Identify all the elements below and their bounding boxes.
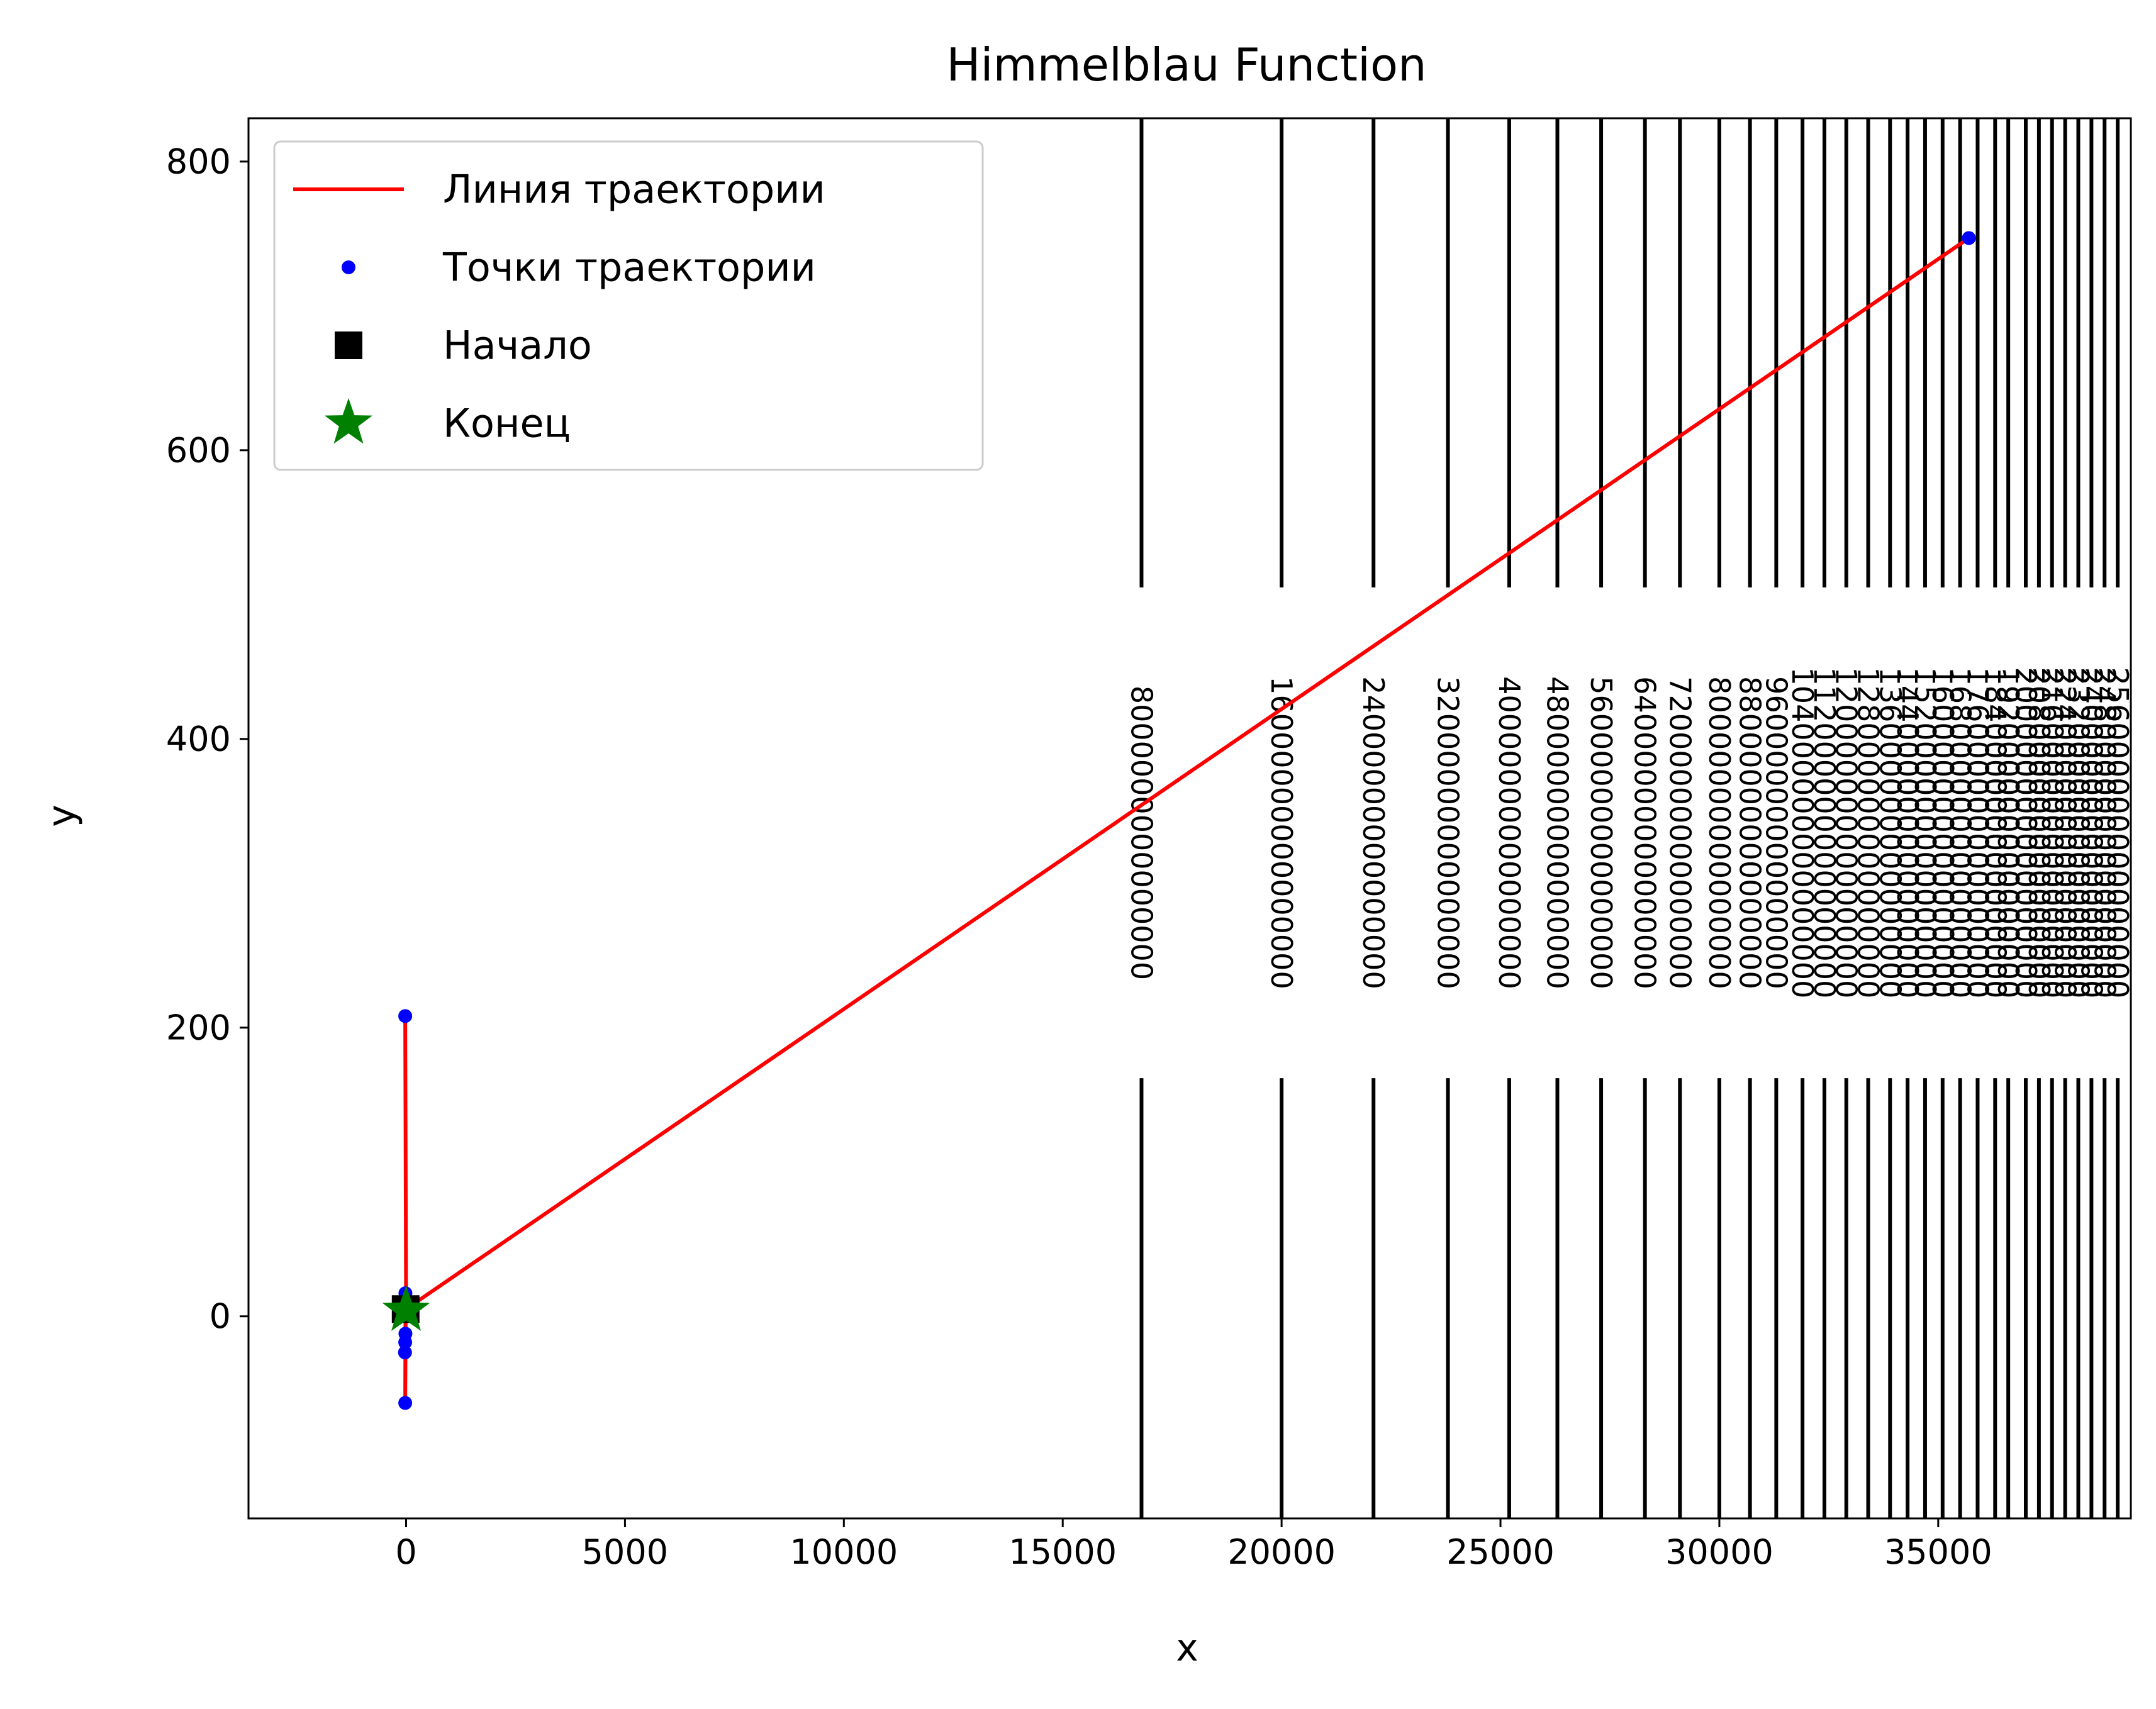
contour-label: 40000000000000000 <box>1492 676 1526 989</box>
contour-label: 120000000000000000 <box>1829 667 1863 999</box>
trajectory-point <box>398 1009 413 1023</box>
x-tick-label: 10000 <box>790 1532 898 1572</box>
legend-point-swatch <box>342 260 355 274</box>
end-marker <box>382 1285 430 1331</box>
contour-label: 88000000000000000 <box>1733 676 1767 989</box>
plot-frame <box>247 117 2132 1520</box>
y-tick-label: 800 <box>166 142 231 181</box>
contour-label: 176000000000000000 <box>1960 667 1994 999</box>
contour-label: 72000000000000000 <box>1663 676 1697 989</box>
contour-label: 224000000000000000 <box>2048 667 2082 999</box>
contour-label: 208000000000000000 <box>2022 667 2056 999</box>
contour-label: 80000000000000000 <box>1702 676 1736 989</box>
contour-label: 256000000000000000 <box>2101 667 2135 999</box>
contour-label: 64000000000000000 <box>1628 676 1662 989</box>
x-tick-label: 25000 <box>1446 1532 1555 1572</box>
x-tick-label: 35000 <box>1884 1532 1992 1572</box>
y-axis-label: y <box>40 804 84 827</box>
contour-label: 200000000000000000 <box>2009 667 2043 999</box>
legend-label: Точки траектории <box>442 245 816 291</box>
contour-label: 48000000000000000 <box>1540 676 1574 989</box>
contour-label: 104000000000000000 <box>1785 667 1819 999</box>
trajectory-point <box>398 1335 413 1350</box>
contour-label: 136000000000000000 <box>1873 667 1907 999</box>
contour-lines: 8000000000000000 16000000000000000 2400000… <box>1124 118 2135 1518</box>
legend-label: Конец <box>443 401 571 447</box>
contour-label: 160000000000000000 <box>1926 667 1960 999</box>
y-axis-ticks: 0 200 400 600 800 <box>166 142 249 1336</box>
contour-label: 56000000000000000 <box>1584 676 1618 989</box>
contour-label: 144000000000000000 <box>1891 667 1924 999</box>
contour-label: 216000000000000000 <box>2035 667 2069 999</box>
x-axis-ticks: 0 5000 10000 15000 20000 25000 30000 35000 <box>395 1518 1992 1572</box>
contour-label: 184000000000000000 <box>1978 667 2012 999</box>
contour-label: 24000000000000000 <box>1356 676 1390 989</box>
contour-label: 232000000000000000 <box>2062 667 2096 999</box>
contour-label: 128000000000000000 <box>1852 667 1885 999</box>
legend-box <box>273 140 984 471</box>
x-tick-label: 15000 <box>1008 1532 1117 1572</box>
contour-label: 152000000000000000 <box>1908 667 1942 999</box>
legend-label: Линия траектории <box>443 167 825 213</box>
trajectory-point <box>1962 231 1976 245</box>
y-tick-label: 600 <box>166 430 231 470</box>
x-tick-label: 30000 <box>1665 1532 1773 1572</box>
contour-label: 192000000000000000 <box>1991 667 2025 999</box>
contour-label: 112000000000000000 <box>1807 667 1841 999</box>
trajectory-point <box>398 1345 412 1360</box>
chart-title: Himmelblau Function <box>946 38 1426 91</box>
trajectory-point <box>398 1396 413 1410</box>
contour-label: 168000000000000000 <box>1943 667 1977 999</box>
y-tick-label: 400 <box>166 719 231 759</box>
contour-label: 16000000000000000 <box>1265 676 1299 989</box>
legend-label: Начало <box>443 323 592 369</box>
legend-star-swatch <box>325 398 372 444</box>
contour-label: 240000000000000000 <box>2074 667 2108 999</box>
contour-label: 248000000000000000 <box>2087 667 2121 999</box>
y-tick-label: 200 <box>166 1008 231 1047</box>
y-tick-label: 0 <box>209 1296 231 1336</box>
contour-label: 32000000000000000 <box>1431 676 1465 989</box>
legend: Линия траектории Точки траектории Начало Ко… <box>273 140 984 471</box>
x-tick-label: 0 <box>395 1532 416 1572</box>
x-tick-label: 20000 <box>1227 1532 1336 1572</box>
x-tick-label: 5000 <box>582 1532 668 1572</box>
contour-label: 96000000000000000 <box>1759 676 1793 989</box>
legend-square-swatch <box>335 331 362 359</box>
contour-label: 8000000000000000 <box>1124 686 1158 980</box>
trajectory-points <box>382 231 1976 1410</box>
x-axis-label: x <box>1176 1626 1198 1670</box>
